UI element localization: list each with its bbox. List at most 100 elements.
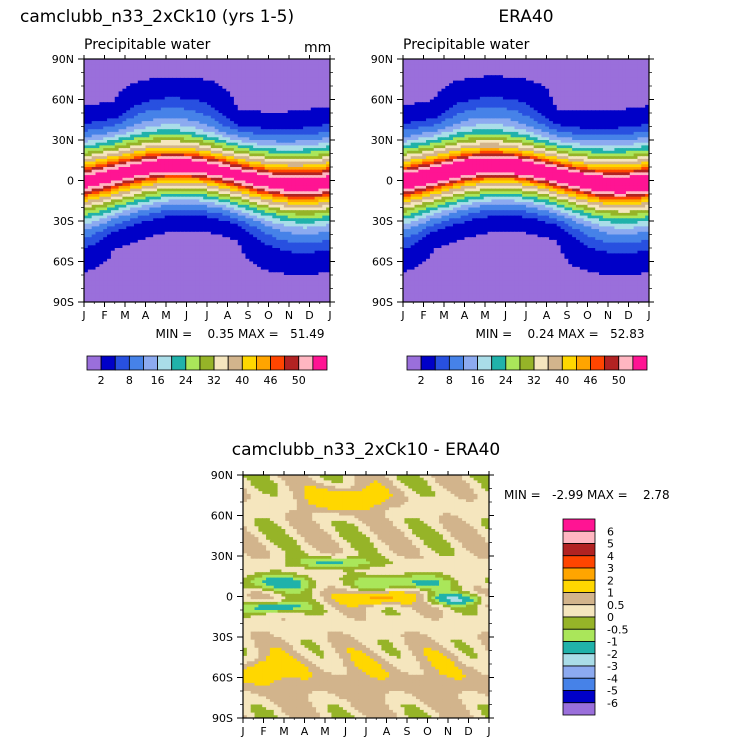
field-cell (272, 61, 277, 65)
field-cell (241, 137, 247, 141)
field-cell (183, 253, 189, 257)
field-cell (256, 261, 262, 265)
field-cell (160, 158, 166, 163)
field-cell (210, 207, 216, 211)
field-cell (207, 110, 212, 114)
field-cell (141, 242, 147, 246)
field-cell (253, 212, 258, 217)
field-cell (283, 212, 289, 217)
field-cell (168, 248, 173, 252)
field-cell (183, 234, 189, 238)
field-cell (199, 161, 204, 165)
field-cell (214, 102, 220, 106)
field-cell (157, 199, 162, 203)
field-cell (103, 61, 108, 65)
field-cell (291, 264, 296, 268)
field-cell (145, 210, 150, 214)
field-cell (149, 261, 154, 265)
field-cell (249, 266, 254, 271)
field-cell (303, 104, 308, 109)
field-cell (99, 215, 104, 219)
field-cell (230, 104, 235, 109)
field-cell (241, 239, 247, 244)
field-cell (199, 59, 204, 63)
field-cell (122, 161, 127, 165)
field-cell (299, 77, 304, 82)
field-cell (222, 156, 227, 160)
field-cell (268, 221, 273, 225)
field-cell (226, 83, 231, 87)
field-cell (103, 239, 108, 244)
field-cell (295, 96, 300, 101)
field-cell (318, 161, 323, 165)
field-cell (180, 266, 185, 271)
field-cell (118, 261, 124, 265)
field-cell (310, 231, 316, 236)
field-cell (295, 239, 300, 244)
field-cell (291, 75, 296, 79)
field-cell (249, 83, 254, 87)
field-cell (268, 250, 273, 254)
field-cell (149, 145, 154, 149)
field-cell (272, 248, 277, 252)
field-cell (199, 150, 204, 155)
field-cell (295, 253, 300, 257)
field-cell (214, 64, 220, 68)
field-cell (145, 137, 150, 141)
field-cell (222, 72, 227, 76)
field-cell (203, 245, 208, 249)
field-cell (253, 64, 258, 68)
field-cell (199, 77, 204, 82)
field-cell (253, 264, 258, 268)
field-cell (314, 64, 320, 68)
field-cell (276, 256, 281, 260)
field-cell (195, 188, 200, 192)
field-cell (310, 59, 316, 63)
field-cell (226, 67, 231, 71)
field-cell (103, 150, 108, 155)
field-cell (141, 150, 147, 155)
field-cell (137, 177, 143, 182)
field-cell (287, 140, 293, 144)
field-cell (207, 96, 212, 101)
field-cell (306, 196, 312, 200)
field-cell (314, 142, 320, 146)
field-cell (287, 253, 293, 257)
field-cell (133, 94, 139, 98)
field-cell (306, 83, 312, 87)
field-cell (264, 172, 270, 176)
field-cell (264, 256, 270, 260)
field-cell (276, 77, 281, 82)
field-cell (318, 156, 323, 160)
field-cell (218, 167, 223, 171)
field-cell (226, 229, 231, 233)
field-cell (157, 218, 162, 222)
field-cell (95, 104, 100, 109)
field-cell (253, 77, 258, 82)
field-cell (253, 239, 258, 244)
field-cell (280, 169, 285, 173)
field-cell (176, 191, 181, 195)
field-cell (153, 77, 158, 82)
field-cell (137, 140, 143, 144)
field-cell (137, 99, 143, 103)
field-cell (306, 99, 312, 103)
field-cell (183, 64, 189, 68)
field-cell (199, 237, 204, 241)
field-cell (133, 194, 139, 198)
field-cell (314, 180, 320, 184)
field-cell (87, 59, 93, 63)
field-cell (180, 94, 185, 98)
field-cell (237, 88, 243, 92)
field-cell (303, 113, 308, 117)
field-cell (141, 142, 147, 146)
field-cell (130, 126, 135, 130)
field-cell (107, 256, 112, 260)
field-cell (172, 237, 177, 241)
field-cell (126, 248, 131, 252)
field-cell (280, 175, 285, 179)
field-cell (103, 177, 108, 182)
field-cell (245, 156, 250, 160)
field-cell (176, 210, 181, 214)
field-cell (218, 118, 223, 122)
